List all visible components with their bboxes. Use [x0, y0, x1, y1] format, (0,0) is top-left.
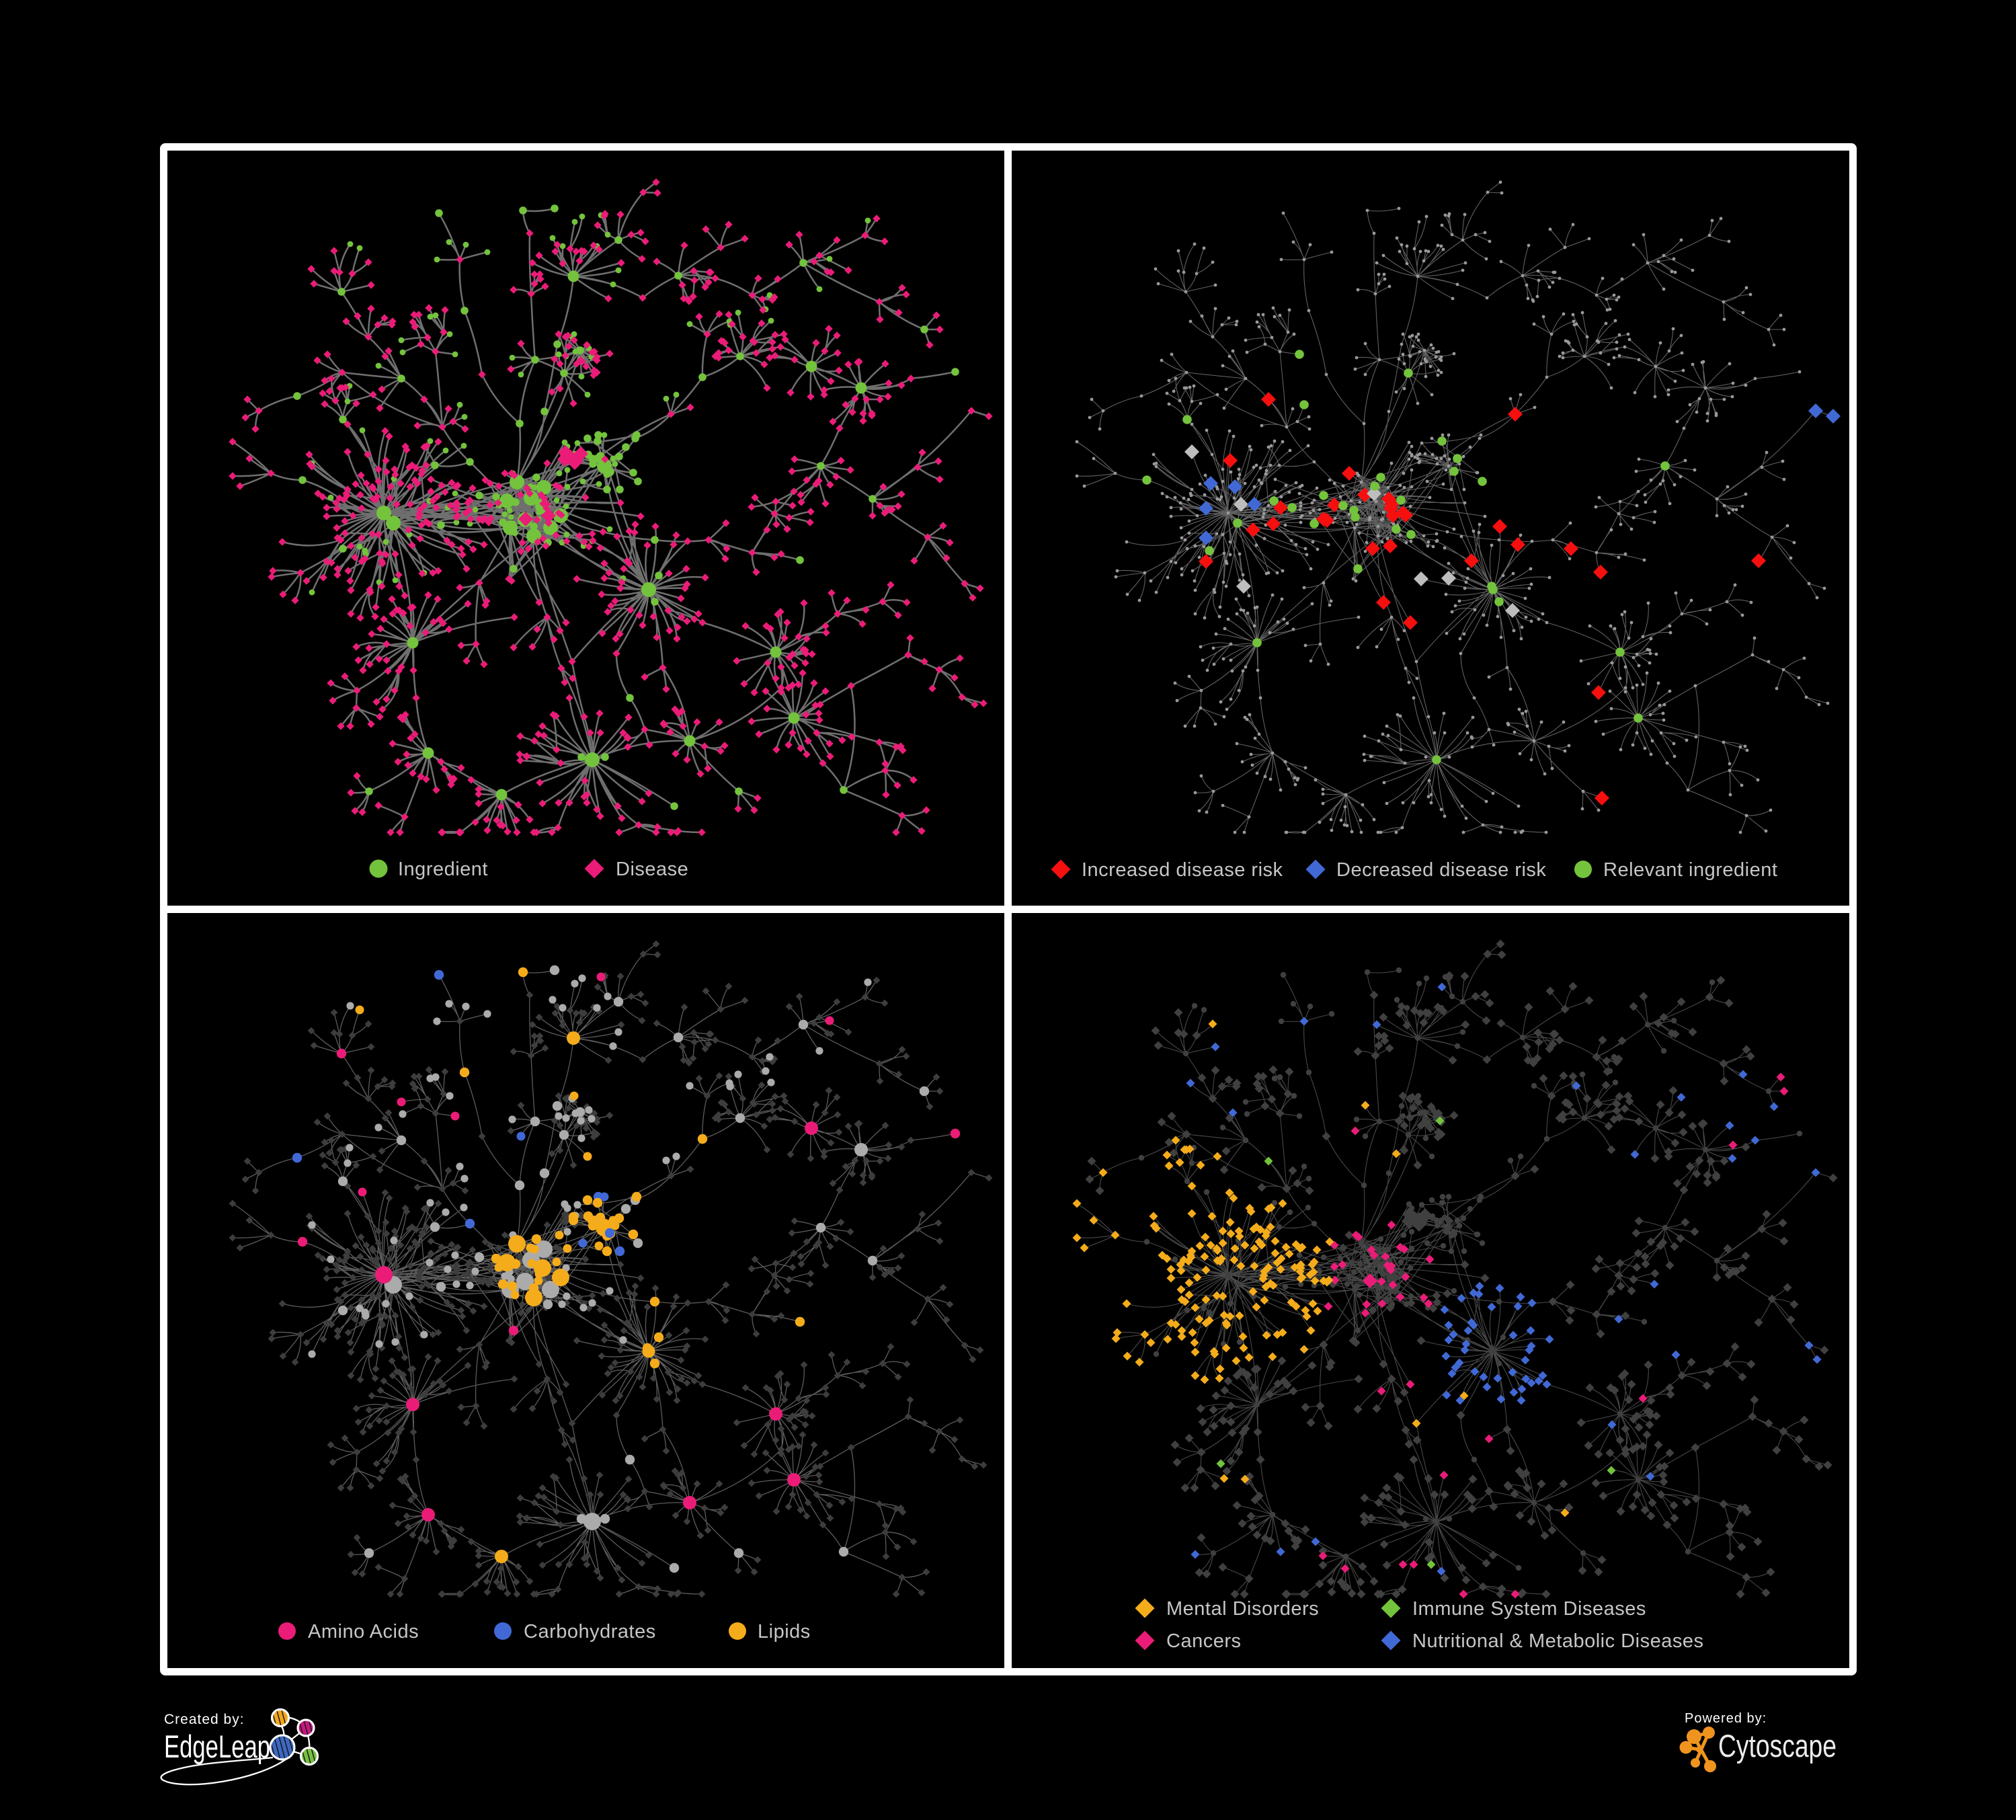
svg-text:Cancers: Cancers: [1166, 1630, 1242, 1652]
svg-text:Amino Acids: Amino Acids: [308, 1621, 419, 1643]
svg-text:Lipids: Lipids: [758, 1621, 811, 1643]
svg-text:Created by:: Created by:: [164, 1712, 245, 1727]
svg-text:Decreased disease risk: Decreased disease risk: [1336, 859, 1546, 881]
svg-text:Relevant ingredient: Relevant ingredient: [1603, 859, 1777, 881]
svg-text:Mental Disorders: Mental Disorders: [1166, 1598, 1319, 1620]
svg-text:EdgeLeap: EdgeLeap: [164, 1729, 270, 1764]
svg-text:Disease: Disease: [616, 859, 688, 880]
svg-text:Powered by:: Powered by:: [1685, 1711, 1767, 1726]
svg-text:Immune System Diseases: Immune System Diseases: [1412, 1598, 1646, 1620]
svg-text:Cytoscape: Cytoscape: [1718, 1728, 1837, 1764]
svg-text:Ingredient: Ingredient: [398, 859, 488, 880]
svg-text:Carbohydrates: Carbohydrates: [524, 1621, 656, 1643]
svg-text:Increased disease risk: Increased disease risk: [1082, 859, 1283, 881]
svg-text:Nutritional & Metabolic Diseas: Nutritional & Metabolic Diseases: [1412, 1630, 1703, 1652]
